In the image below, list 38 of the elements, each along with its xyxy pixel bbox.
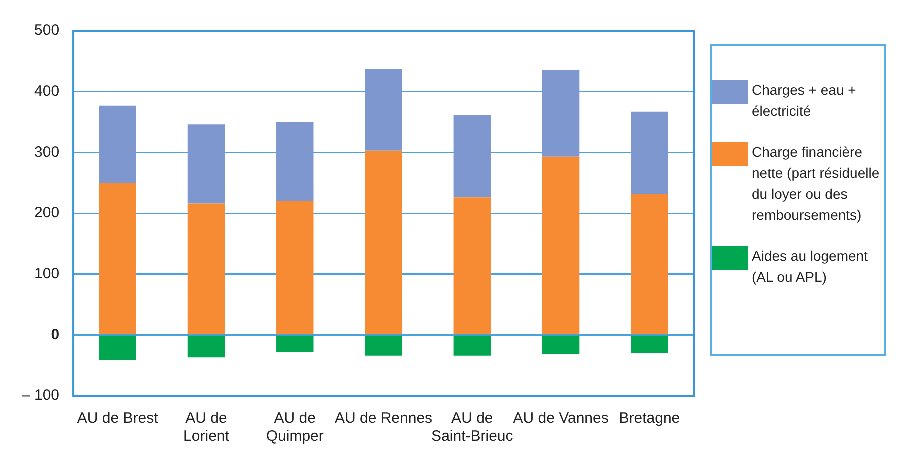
legend-label: Aides au logement (AL ou APL) (752, 247, 869, 287)
x-tick-label: AU de Lorient (184, 410, 230, 446)
bar (99, 336, 136, 360)
bar (365, 150, 402, 334)
bar (631, 194, 668, 334)
bar (99, 106, 136, 184)
y-tick-label: 200 (34, 204, 60, 222)
y-tick-label: 400 (34, 82, 60, 100)
bar (188, 204, 226, 334)
y-tick-label: 100 (34, 265, 60, 282)
legend-label: Charge financière nette (part résiduelle du loyer ou des remboursements) (752, 143, 880, 225)
x-tick-label: AU de Brest (77, 410, 160, 428)
bar (454, 198, 492, 334)
bar (188, 124, 226, 204)
bar (276, 201, 314, 334)
bar (365, 336, 402, 356)
bar (542, 156, 580, 334)
y-tick-label: 0 (51, 326, 60, 344)
x-tick-label: AU de Quimper (266, 410, 324, 446)
bar (454, 116, 492, 198)
bar (631, 112, 668, 194)
y-tick-label: 500 (34, 22, 60, 40)
x-tick-label: AU de Rennes (334, 410, 433, 428)
bar (188, 336, 226, 358)
bar (542, 336, 580, 354)
x-tick-label: Bretagne (619, 410, 680, 428)
bar (454, 336, 492, 356)
x-tick-label: AU de Saint-Brieuc (432, 410, 514, 446)
bar (276, 336, 314, 352)
bar (276, 122, 314, 202)
bar (542, 70, 580, 157)
bar (631, 336, 668, 354)
legend-label: Charges + eau + électricité (752, 81, 858, 121)
bar (365, 69, 402, 151)
x-tick-label: AU de Vannes (513, 410, 609, 428)
bar (99, 183, 136, 334)
y-tick-label: 300 (34, 144, 60, 161)
y-tick-label: – 100 (22, 387, 60, 404)
